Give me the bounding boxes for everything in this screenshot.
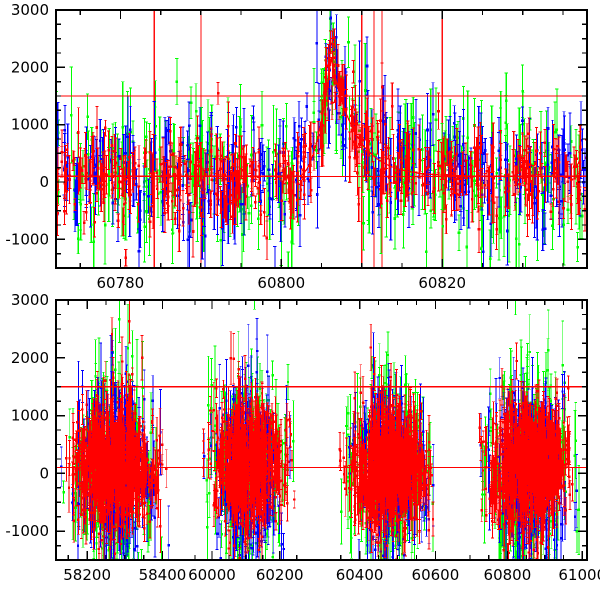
y-tick-label: 2000	[11, 349, 49, 367]
x-tick-label: 58400	[139, 566, 187, 584]
y-tick-label: 3000	[11, 1, 49, 19]
y-tick-label: -1000	[5, 230, 49, 248]
top-panel-data-region	[56, 10, 587, 268]
x-tick-label: 60400	[336, 566, 384, 584]
x-tick-label: 60000	[188, 566, 236, 584]
x-tick-label: 61000	[558, 566, 600, 584]
x-tick-label: 60600	[412, 566, 460, 584]
x-tick-label: 60800	[484, 566, 532, 584]
x-tick-label: 60780	[97, 274, 145, 292]
x-tick-label: 60200	[256, 566, 304, 584]
y-tick-label: -1000	[5, 522, 49, 540]
y-tick-label: 1000	[11, 407, 49, 425]
y-tick-label: 0	[39, 173, 49, 191]
x-tick-label: 60820	[418, 274, 466, 292]
x-tick-label: 60800	[257, 274, 305, 292]
y-tick-label: 0	[39, 464, 49, 482]
y-tick-label: 1000	[11, 116, 49, 134]
x-tick-label: 58200	[63, 566, 111, 584]
y-tick-label: 3000	[11, 291, 49, 309]
bottom-panel-data-region	[56, 300, 587, 560]
y-tick-label: 2000	[11, 58, 49, 76]
